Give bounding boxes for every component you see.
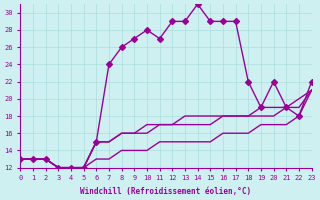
X-axis label: Windchill (Refroidissement éolien,°C): Windchill (Refroidissement éolien,°C) xyxy=(80,187,252,196)
